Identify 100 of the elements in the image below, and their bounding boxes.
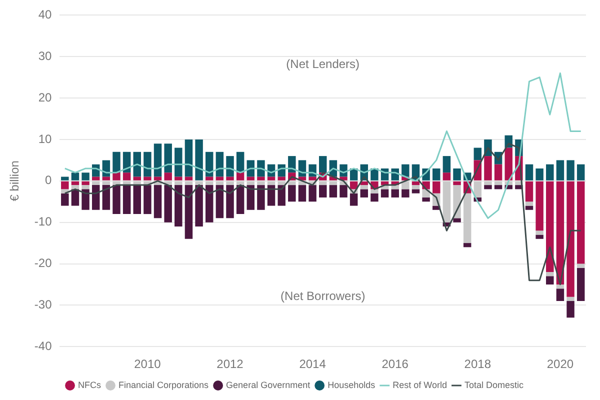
bar — [566, 160, 574, 180]
bar — [546, 181, 554, 272]
y-tick-label: 40 — [38, 8, 52, 22]
bar — [257, 185, 265, 210]
bar — [370, 193, 378, 202]
bar — [546, 164, 554, 180]
bar — [412, 181, 420, 186]
bar — [82, 172, 90, 180]
y-tick-label: 10 — [38, 132, 52, 146]
x-tick-label: 2018 — [464, 357, 492, 372]
bar — [453, 185, 461, 218]
legend-label: NFCs — [78, 380, 102, 390]
bar — [494, 185, 502, 190]
bar — [144, 185, 152, 214]
bar — [267, 185, 276, 206]
bar — [360, 189, 368, 198]
bar — [82, 189, 90, 210]
bar — [484, 156, 492, 180]
bar — [380, 189, 389, 198]
bar — [350, 193, 358, 206]
x-tick-label: 2012 — [216, 357, 244, 372]
bar — [525, 206, 534, 210]
bar — [463, 243, 472, 248]
legend-label: Rest of World — [392, 380, 447, 390]
y-axis-title: € billion — [8, 160, 22, 202]
bar — [61, 193, 69, 206]
bar — [536, 234, 544, 239]
bar — [154, 185, 162, 218]
bar — [154, 176, 162, 180]
bar — [195, 139, 203, 180]
y-tick-label: -40 — [34, 338, 52, 353]
x-tick-label: 2016 — [382, 357, 409, 372]
y-tick-label: -10 — [34, 214, 52, 229]
bar — [340, 185, 348, 198]
bar — [82, 181, 90, 186]
bar — [576, 268, 585, 302]
legend-label: Total Domestic — [464, 380, 524, 390]
bar — [484, 181, 492, 186]
bar — [576, 181, 585, 264]
bar — [370, 189, 378, 194]
bar — [556, 181, 564, 284]
bar — [298, 185, 306, 202]
bar — [556, 288, 564, 302]
bar — [122, 172, 131, 180]
bar — [205, 152, 214, 177]
bar — [494, 181, 502, 186]
bar — [546, 272, 554, 276]
bar — [71, 185, 80, 190]
bar — [102, 181, 110, 186]
bar — [216, 181, 224, 186]
bar — [164, 185, 172, 222]
bar — [236, 152, 244, 173]
bar — [174, 181, 182, 186]
bar — [257, 181, 265, 186]
bar — [257, 176, 265, 180]
bar — [102, 185, 110, 210]
annotation: (Net Lenders) — [286, 57, 360, 72]
bar — [504, 148, 512, 180]
bar — [453, 218, 461, 222]
bar — [246, 181, 255, 186]
bar — [402, 181, 410, 190]
bar — [154, 144, 162, 177]
bar — [195, 181, 203, 186]
bar — [164, 172, 172, 180]
bar — [246, 160, 255, 177]
bar — [412, 189, 420, 194]
y-tick-label: 20 — [38, 90, 52, 104]
bar — [566, 296, 574, 302]
legend-label: Households — [328, 380, 376, 390]
bar — [216, 152, 224, 177]
bar — [164, 144, 172, 173]
bar — [133, 152, 142, 177]
bar — [432, 181, 440, 194]
bar — [288, 181, 296, 186]
bar — [566, 301, 574, 318]
bar — [412, 185, 420, 190]
bar — [442, 181, 451, 222]
bar — [474, 181, 482, 198]
bar — [205, 181, 214, 186]
bar — [102, 160, 110, 177]
bar — [205, 176, 214, 180]
bar — [278, 176, 286, 180]
bar — [442, 156, 451, 173]
bar — [329, 185, 338, 198]
bar — [144, 176, 152, 180]
legend-label: General Government — [226, 380, 311, 390]
bar — [82, 185, 90, 190]
bar — [566, 181, 574, 297]
bar — [442, 172, 451, 180]
x-tick-label: 2010 — [134, 357, 162, 372]
bar — [391, 189, 399, 198]
bar — [133, 176, 142, 180]
bar — [226, 156, 234, 177]
bar — [308, 176, 316, 180]
bar — [319, 185, 327, 198]
bar — [92, 185, 100, 210]
bar — [536, 230, 544, 235]
bar — [144, 152, 152, 177]
bar — [226, 185, 234, 218]
bar — [246, 185, 255, 210]
